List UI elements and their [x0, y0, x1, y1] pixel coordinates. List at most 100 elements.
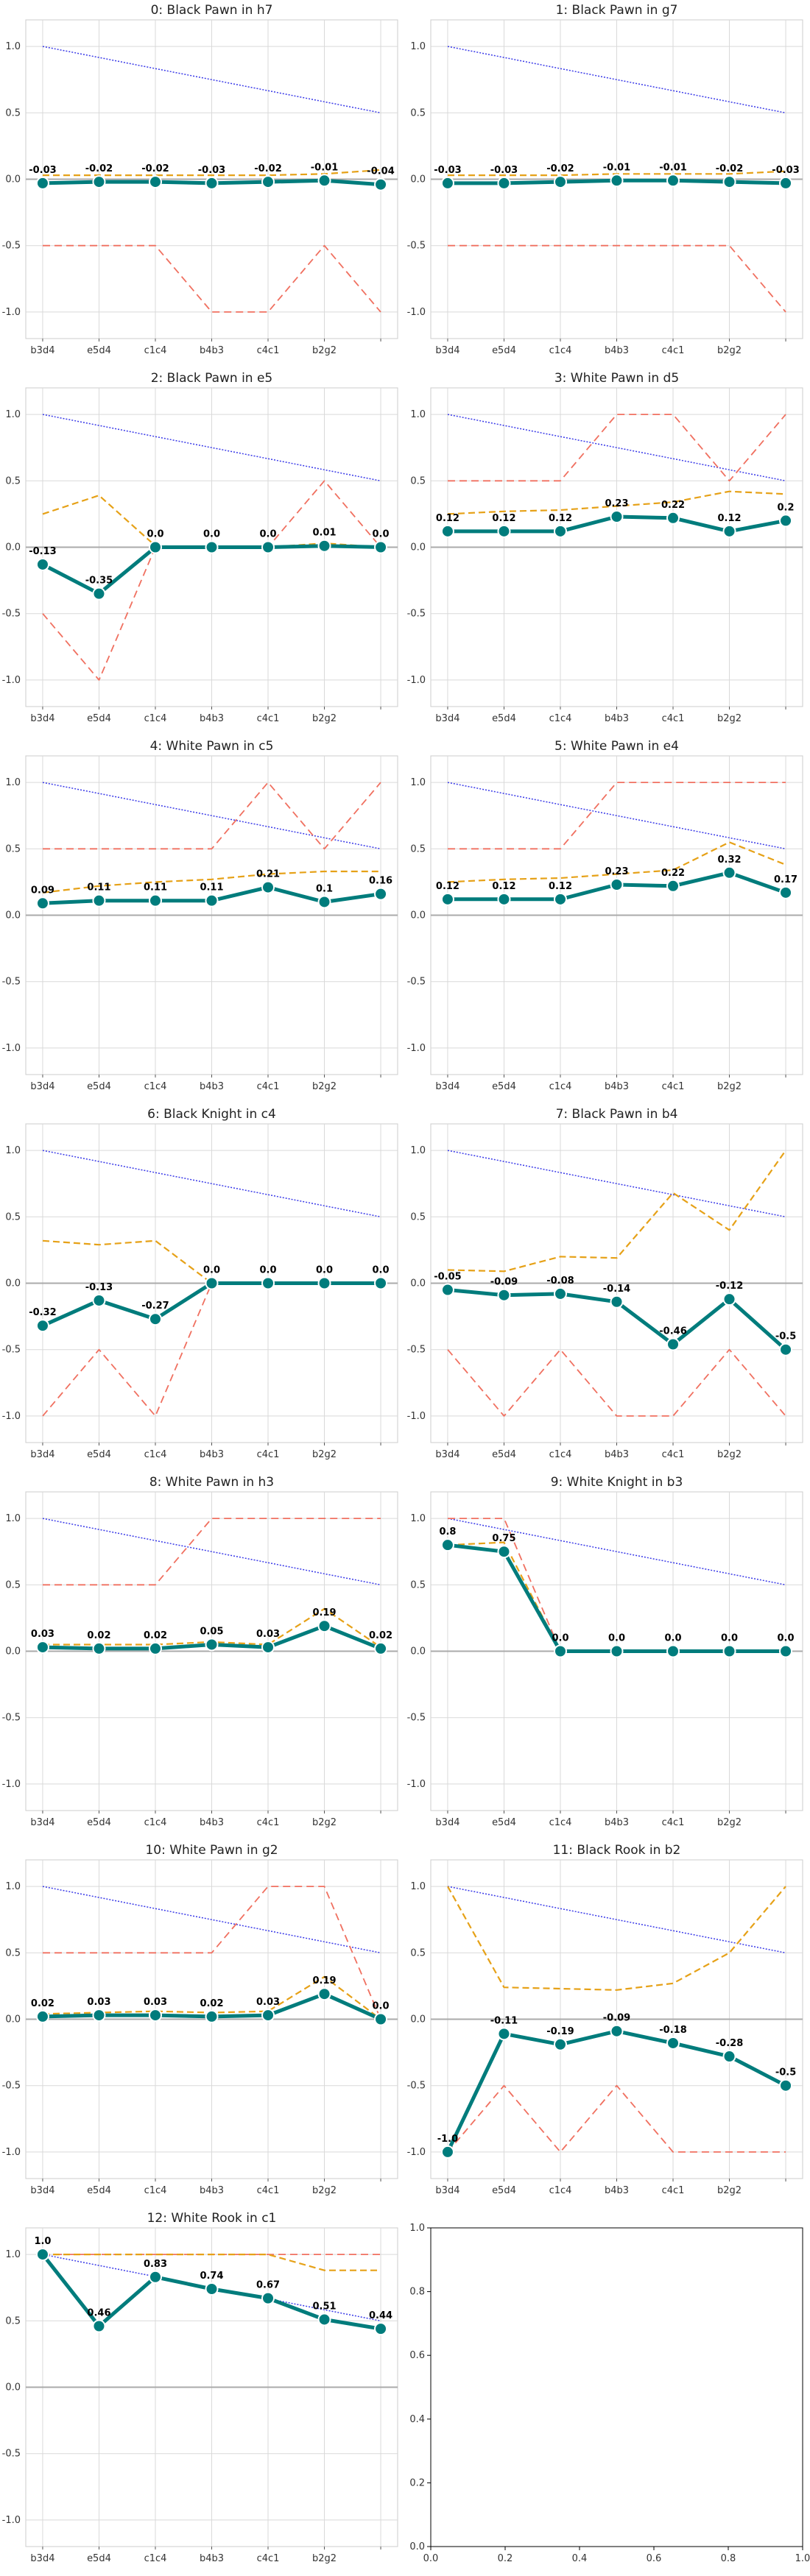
chart-6: 6: Black Knight in c4 -1.0 -0.5 0.0 0.5 1.0 b3… [2, 1107, 398, 1460]
y-tick-label: 1.0 [5, 2249, 21, 2260]
x-tick-label: b4b3 [200, 713, 224, 724]
data-point [374, 1276, 388, 1290]
y-tick-label: 0.4 [409, 2414, 425, 2425]
data-point [553, 1644, 567, 1658]
y-tick-label: 0.5 [410, 475, 426, 486]
chart-7: 7: Black Pawn in b4 -1.0 -0.5 0.0 0.5 1.0 b3d4… [407, 1107, 803, 1460]
data-point [374, 2322, 388, 2336]
y-tick-label: -1.0 [2, 1411, 21, 1422]
data-point [148, 2270, 162, 2284]
data-point [666, 2036, 680, 2050]
x-tick-label: e5d4 [492, 345, 516, 356]
x-tick-label: e5d4 [87, 1817, 111, 1828]
orange-series [447, 1541, 786, 1652]
data-point [666, 511, 680, 525]
data-point [553, 175, 567, 189]
x-tick-label: b3d4 [435, 713, 459, 724]
data-point [148, 540, 162, 554]
chart-title: 0: Black Pawn in h7 [151, 3, 273, 18]
x-tick-label: e5d4 [492, 1449, 516, 1460]
data-point [261, 1276, 275, 1290]
data-label: 0.22 [661, 500, 685, 511]
orange-series [448, 170, 786, 177]
data-point [35, 2248, 49, 2262]
y-tick-label: 0.0 [5, 2014, 21, 2025]
x-tick-label: e5d4 [87, 2185, 111, 2196]
y-tick-label: 0.0 [410, 1646, 426, 1657]
x-tick-label: c4c1 [662, 345, 685, 356]
x-tick-label: c1c4 [144, 1449, 167, 1460]
data-label: 0.03 [256, 1997, 280, 2008]
data-label: -0.01 [603, 162, 630, 173]
x-tick-label: b4b3 [605, 1449, 629, 1460]
x-tick-label: c4c1 [257, 345, 280, 356]
x-tick-label: e5d4 [492, 713, 516, 724]
data-label: -0.03 [198, 165, 225, 176]
data-label: -0.13 [29, 546, 56, 557]
data-label: 0.0 [608, 1633, 625, 1644]
y-tick-label: 1.0 [410, 1881, 426, 1892]
data-point [610, 1644, 624, 1658]
data-point [148, 175, 162, 189]
x-tick-label: c1c4 [549, 1817, 572, 1828]
x-tick-label: c1c4 [549, 2185, 572, 2196]
x-tick-label: b4b3 [200, 1449, 224, 1460]
x-tick-label: b3d4 [30, 2185, 54, 2196]
blue-series [42, 414, 381, 482]
x-tick-label: b2g2 [717, 1449, 742, 1460]
data-label: -0.19 [546, 2026, 574, 2037]
data-label: 0.02 [369, 1630, 392, 1641]
chart-title: 7: Black Pawn in b4 [556, 1107, 678, 1122]
red-series [448, 414, 786, 482]
data-point [610, 510, 624, 524]
data-point [35, 557, 49, 571]
data-point [148, 2009, 162, 2023]
chart-title: 11: Black Rook in b2 [553, 1843, 681, 1858]
data-label: 0.02 [87, 1630, 110, 1641]
y-tick-label: 1.0 [5, 1881, 21, 1892]
data-label: -0.03 [490, 165, 518, 176]
y-tick-label: -1.0 [2, 2147, 21, 2158]
x-tick-label: c4c1 [257, 1817, 280, 1828]
x-tick-label: b4b3 [200, 2553, 224, 2564]
red-series [43, 1518, 381, 1586]
x-tick-label: b2g2 [312, 1817, 337, 1828]
data-label: -0.03 [29, 165, 56, 176]
data-point [497, 892, 511, 906]
data-point [497, 524, 511, 538]
data-label: -0.18 [659, 2025, 686, 2036]
y-tick-label: 1.0 [410, 777, 426, 788]
x-tick-label: c1c4 [549, 345, 572, 356]
x-tick-label: c4c1 [662, 1449, 685, 1460]
data-label: 0.23 [605, 498, 628, 509]
data-label: 0.03 [87, 1997, 110, 2008]
chart-13: 0.0 0.2 0.4 0.6 0.8 1.0 0.0 0.2 0.4 0.6 0.8 1.0 [409, 2223, 810, 2564]
data-point [497, 2027, 511, 2041]
data-label: 0.19 [312, 1607, 336, 1618]
chart-11: 11: Black Rook in b2 -1.0 -0.5 0.0 0.5 1.0 b3d… [407, 1843, 803, 2196]
data-point [317, 895, 331, 909]
y-tick-label: -1.0 [407, 1411, 426, 1422]
data-point [666, 1644, 680, 1658]
chart-title: 8: White Pawn in h3 [149, 1475, 274, 1490]
y-tick-label: 0.5 [5, 2315, 21, 2326]
data-point [317, 1619, 331, 1633]
orange-series [42, 870, 381, 894]
data-point [35, 896, 49, 910]
y-tick-label: -1.0 [2, 1043, 21, 1054]
y-tick-label: 0.5 [5, 843, 21, 854]
chart-12: 12: White Rook in c1 -1.0 -0.5 0.0 0.5 1.0 b3d… [2, 2211, 398, 2564]
data-label: 0.51 [312, 2301, 336, 2312]
data-label: -0.28 [716, 2038, 743, 2049]
x-tick-label: c1c4 [144, 713, 167, 724]
y-tick-label: 0.0 [410, 910, 426, 921]
data-label: 0.0 [721, 1633, 738, 1644]
chart-3: 3: White Pawn in d5 -1.0 -0.5 0.0 0.5 1.0 b3d4… [407, 371, 803, 724]
data-point [92, 894, 106, 907]
data-label: 0.02 [200, 1998, 223, 2009]
blue-series [42, 46, 381, 114]
data-point [92, 1641, 106, 1655]
x-tick-label: e5d4 [87, 1449, 111, 1460]
data-point [779, 2078, 793, 2092]
